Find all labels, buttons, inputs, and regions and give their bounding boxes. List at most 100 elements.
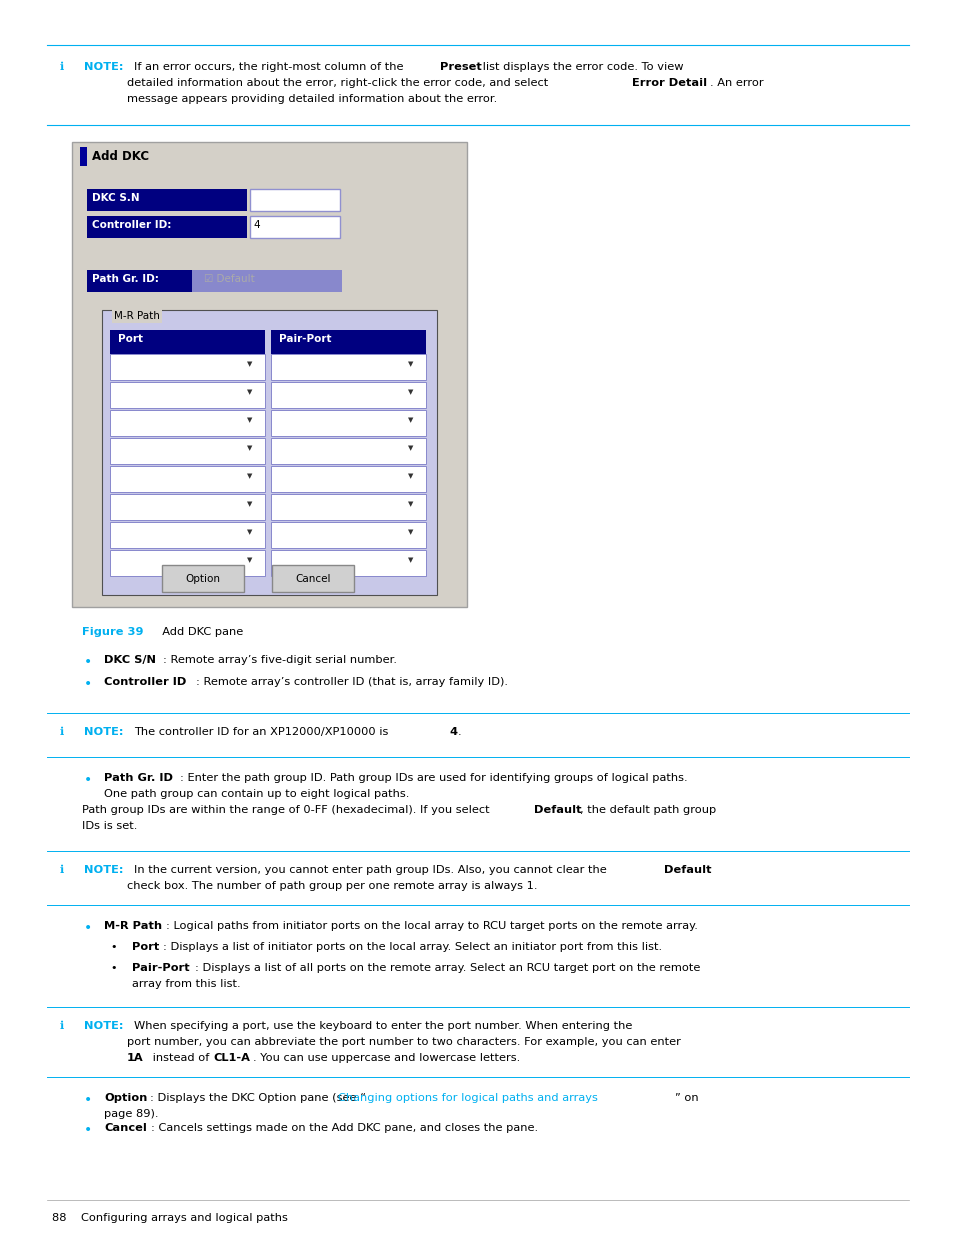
Text: array from this list.: array from this list. [132, 979, 240, 989]
Text: Default: Default [663, 864, 711, 876]
Bar [102, 310, 436, 595]
Text: ℹ: ℹ [60, 1021, 64, 1031]
Bar [110, 494, 265, 520]
Bar [272, 564, 354, 592]
Text: One path group can contain up to eight logical paths.: One path group can contain up to eight l… [104, 789, 409, 799]
Text: Path Gr. ID:: Path Gr. ID: [91, 274, 159, 284]
Text: Cancel: Cancel [294, 573, 331, 583]
Text: ☑ Default: ☑ Default [204, 274, 254, 284]
Bar [271, 382, 426, 408]
Text: ▼: ▼ [408, 417, 413, 424]
Text: IDs is set.: IDs is set. [82, 821, 137, 831]
Bar [110, 522, 265, 548]
Bar [110, 354, 265, 380]
Text: 88    Configuring arrays and logical paths: 88 Configuring arrays and logical paths [52, 1213, 288, 1223]
Text: ▼: ▼ [408, 445, 413, 451]
Bar [271, 438, 426, 464]
Text: Pair-Port: Pair-Port [278, 333, 331, 345]
Bar [87, 189, 247, 211]
Text: message appears providing detailed information about the error.: message appears providing detailed infor… [127, 94, 497, 104]
Text: page 89).: page 89). [104, 1109, 158, 1119]
Text: NOTE:: NOTE: [84, 1021, 123, 1031]
Text: Port: Port [132, 942, 159, 952]
Text: •: • [110, 942, 116, 952]
Text: detailed information about the error, right-click the error code, and select: detailed information about the error, ri… [127, 78, 551, 88]
Text: Preset: Preset [439, 62, 481, 72]
Text: . You can use uppercase and lowercase letters.: . You can use uppercase and lowercase le… [253, 1053, 519, 1063]
Bar [192, 270, 341, 291]
Text: ▼: ▼ [247, 557, 253, 563]
Bar [87, 216, 247, 238]
Text: : Cancels settings made on the Add DKC pane, and closes the pane.: : Cancels settings made on the Add DKC p… [151, 1123, 537, 1132]
Text: Path group IDs are within the range of 0-FF (hexadecimal). If you select: Path group IDs are within the range of 0… [82, 805, 493, 815]
Text: ▼: ▼ [408, 501, 413, 508]
Text: Default: Default [534, 805, 581, 815]
Bar [162, 564, 244, 592]
Text: ▼: ▼ [247, 473, 253, 479]
Text: 1A: 1A [127, 1053, 144, 1063]
Text: NOTE:: NOTE: [84, 864, 123, 876]
Text: •: • [84, 677, 92, 692]
Text: ▼: ▼ [408, 361, 413, 367]
Text: When specifying a port, use the keyboard to enter the port number. When entering: When specifying a port, use the keyboard… [133, 1021, 632, 1031]
Text: .: . [457, 727, 461, 737]
Text: instead of: instead of [149, 1053, 213, 1063]
Bar [80, 147, 87, 165]
Text: : Displays a list of initiator ports on the local array. Select an initiator por: : Displays a list of initiator ports on … [163, 942, 661, 952]
Bar [271, 354, 426, 380]
Text: NOTE:: NOTE: [84, 62, 123, 72]
Text: 4: 4 [253, 220, 259, 230]
Text: NOTE:: NOTE: [84, 727, 123, 737]
Text: Add DKC: Add DKC [91, 149, 149, 163]
Text: •: • [84, 921, 92, 935]
Bar [271, 522, 426, 548]
Bar [271, 494, 426, 520]
Text: If an error occurs, the right-most column of the: If an error occurs, the right-most colum… [133, 62, 407, 72]
Text: Changing options for logical paths and arrays: Changing options for logical paths and a… [337, 1093, 598, 1103]
Bar [271, 330, 426, 354]
Text: •: • [84, 773, 92, 787]
Text: : Displays a list of all ports on the remote array. Select an RCU target port on: : Displays a list of all ports on the re… [194, 963, 700, 973]
Bar [110, 438, 265, 464]
Bar [110, 550, 265, 576]
Text: ▼: ▼ [247, 529, 253, 535]
Text: Controller ID: Controller ID [104, 677, 186, 687]
Text: : Enter the path group ID. Path group IDs are used for identifying groups of log: : Enter the path group ID. Path group ID… [180, 773, 687, 783]
Text: DKC S/N: DKC S/N [104, 655, 156, 664]
Bar [87, 270, 192, 291]
Text: Port: Port [118, 333, 143, 345]
Text: Pair-Port: Pair-Port [132, 963, 190, 973]
Text: : Logical paths from initiator ports on the local array to RCU target ports on t: : Logical paths from initiator ports on … [166, 921, 698, 931]
Text: The controller ID for an XP12000/XP10000 is: The controller ID for an XP12000/XP10000… [133, 727, 392, 737]
Text: ” on: ” on [675, 1093, 698, 1103]
Text: check box. The number of path group per one remote array is always 1.: check box. The number of path group per … [127, 881, 537, 890]
Text: Cancel: Cancel [104, 1123, 147, 1132]
Text: Option: Option [185, 573, 220, 583]
Text: ▼: ▼ [408, 389, 413, 395]
Text: DKC S.N: DKC S.N [91, 193, 139, 203]
Text: ▼: ▼ [408, 557, 413, 563]
Text: ▼: ▼ [408, 529, 413, 535]
Text: Error Detail: Error Detail [631, 78, 706, 88]
Text: ▼: ▼ [247, 501, 253, 508]
Text: •: • [84, 655, 92, 669]
Text: M-R Path: M-R Path [104, 921, 162, 931]
Bar [271, 466, 426, 492]
Text: Figure 39: Figure 39 [82, 627, 143, 637]
Bar [250, 216, 339, 238]
Text: CL1-A: CL1-A [213, 1053, 250, 1063]
Text: : Remote array’s five-digit serial number.: : Remote array’s five-digit serial numbe… [163, 655, 396, 664]
Bar [71, 142, 467, 606]
Text: In the current version, you cannot enter path group IDs. Also, you cannot clear : In the current version, you cannot enter… [133, 864, 610, 876]
Bar [110, 466, 265, 492]
Text: ℹ: ℹ [60, 864, 64, 876]
Text: •: • [84, 1093, 92, 1107]
Text: Option: Option [104, 1093, 147, 1103]
Text: ▼: ▼ [247, 389, 253, 395]
Text: , the default path group: , the default path group [579, 805, 716, 815]
Text: : Remote array’s controller ID (that is, array family ID).: : Remote array’s controller ID (that is,… [195, 677, 507, 687]
Text: : Displays the DKC Option pane (see “: : Displays the DKC Option pane (see “ [150, 1093, 366, 1103]
Text: ▼: ▼ [247, 445, 253, 451]
Text: •: • [84, 1123, 92, 1137]
Bar [110, 410, 265, 436]
